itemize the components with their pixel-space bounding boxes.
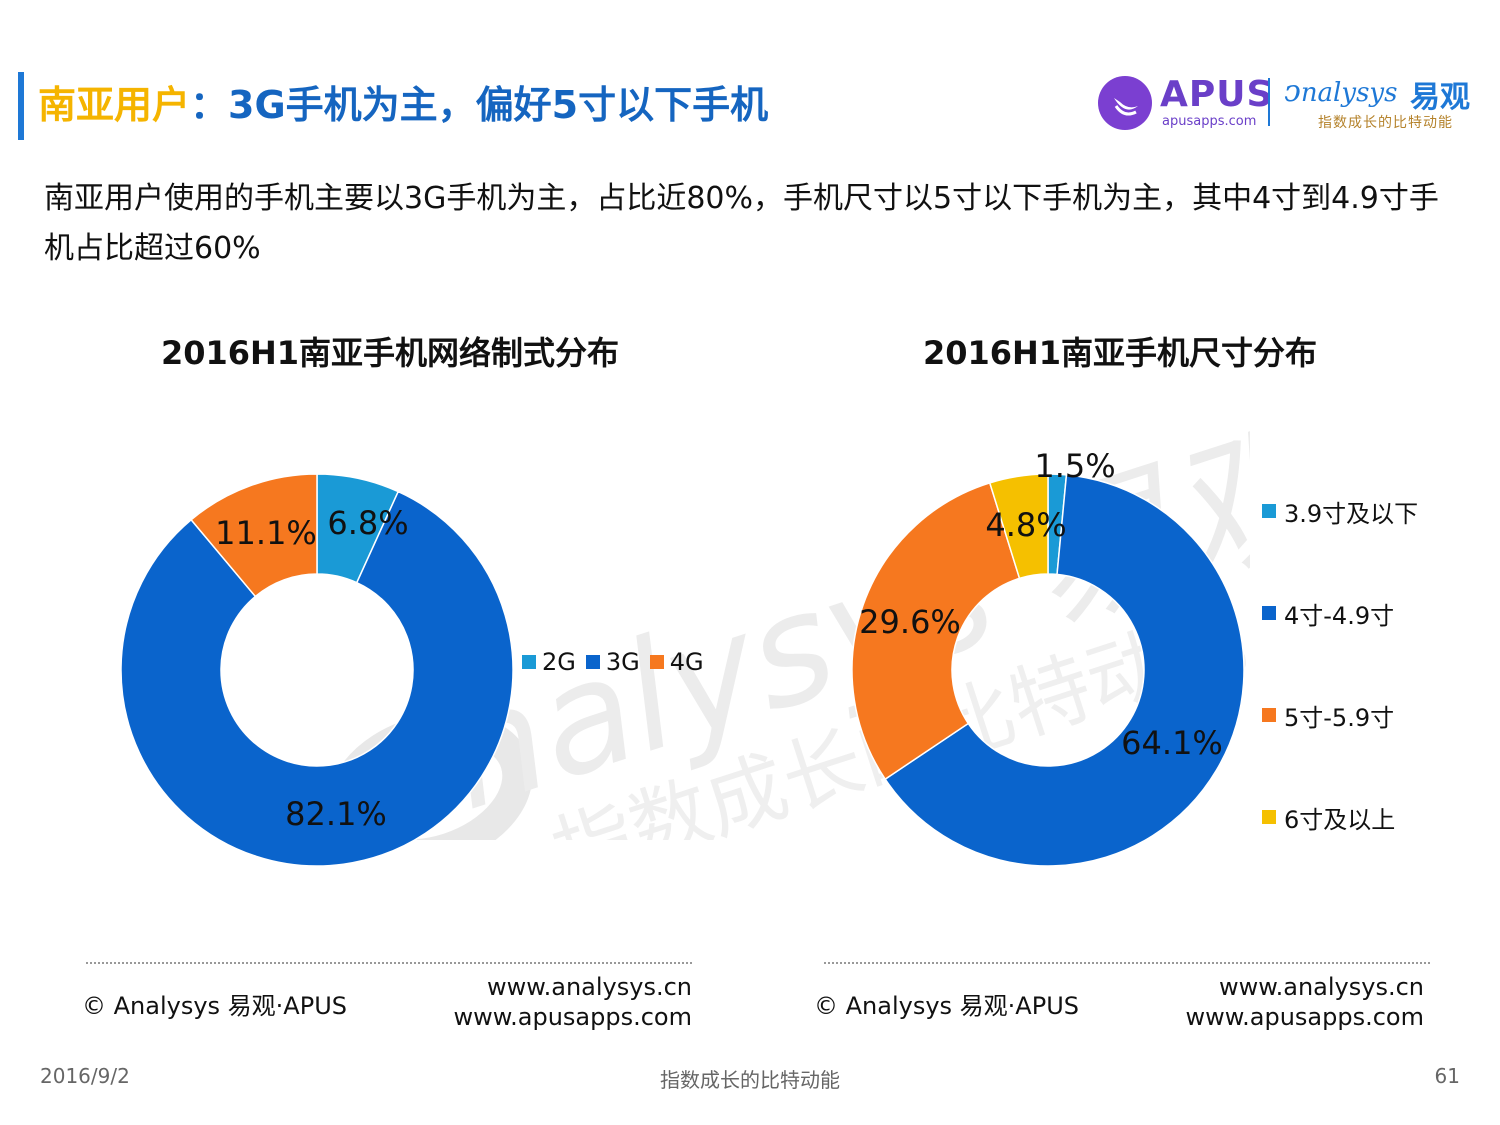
divider-right: [824, 962, 1430, 964]
apus-logo-text: APUS: [1160, 74, 1274, 115]
page-title: 南亚用户：3G手机为主，偏好5寸以下手机: [38, 74, 768, 129]
legend-swatch: [522, 655, 536, 669]
chart-title-network: 2016H1南亚手机网络制式分布: [160, 334, 620, 372]
data-label-0-0: 6.8%: [327, 504, 408, 542]
analysys-logo-text: ↄnalysys: [1284, 74, 1398, 109]
data-label-1-2: 29.6%: [859, 603, 961, 641]
donut-slice-0-1: [120, 490, 514, 867]
logo-divider: [1268, 78, 1270, 126]
legend-swatch: [1262, 504, 1276, 518]
donut-slice-1-2: [851, 481, 1021, 781]
footer-date: 2016/9/2: [40, 1064, 130, 1088]
data-label-0-2: 11.1%: [215, 514, 317, 552]
page-number: 61: [1434, 1064, 1460, 1088]
apus-logo-icon: [1098, 76, 1152, 130]
page-title-rest: ：3G手机为主，偏好5寸以下手机: [190, 83, 769, 127]
donut-slice-1-1: [884, 474, 1245, 867]
legend-swatch: [1262, 810, 1276, 824]
legend-item-4g: 4G: [649, 648, 704, 676]
footer-slogan: 指数成长的比特动能: [660, 1068, 840, 1092]
legend-swatch: [1262, 708, 1276, 722]
legend-size: 3.9寸及以下 4寸-4.9寸 5寸-5.9寸 6寸及以上: [1262, 494, 1418, 902]
summary-text: 南亚用户使用的手机主要以3G手机为主，占比近80%，手机尺寸以5寸以下手机为主，…: [44, 181, 1439, 266]
url-apus-left[interactable]: www.apusapps.com: [453, 1003, 692, 1031]
data-label-1-3: 4.8%: [985, 506, 1066, 544]
source-urls-left: www.analysys.cn www.apusapps.com: [392, 972, 692, 1032]
legend-swatch: [649, 655, 664, 669]
apus-logo-url: apusapps.com: [1162, 114, 1257, 129]
legend-swatch: [1262, 606, 1276, 620]
legend-item-size-4: 4寸-4.9寸: [1262, 596, 1418, 698]
url-analysys-left[interactable]: www.analysys.cn: [486, 973, 692, 1001]
analysys-logo-cn: 易观: [1410, 80, 1470, 115]
copyright-right: © Analysys 易观·APUS: [814, 992, 1079, 1020]
page-title-highlight: 南亚用户: [38, 83, 191, 127]
title-accent-bar: [18, 72, 24, 140]
source-urls-right: www.analysys.cn www.apusapps.com: [1124, 972, 1424, 1032]
analysys-logo-slogan: 指数成长的比特动能: [1318, 115, 1453, 131]
donut-slice-0-2: [190, 473, 318, 598]
legend-item-size-5: 5寸-5.9寸: [1262, 698, 1418, 800]
legend-item-2g: 2G: [522, 648, 576, 676]
legend-item-size-6: 6寸及以上: [1262, 800, 1418, 902]
data-label-0-1: 82.1%: [285, 795, 387, 833]
legend-item-size-small: 3.9寸及以下: [1262, 494, 1418, 596]
legend-swatch: [585, 655, 600, 669]
data-label-1-0: 1.5%: [1034, 447, 1115, 485]
legend-item-3g: 3G: [585, 648, 640, 676]
data-label-1-1: 64.1%: [1121, 724, 1223, 762]
legend-network: 2G 3G 4G: [522, 648, 704, 676]
url-apus-right[interactable]: www.apusapps.com: [1185, 1003, 1424, 1031]
url-analysys-right[interactable]: www.analysys.cn: [1218, 973, 1424, 1001]
donut-slice-1-3: [988, 473, 1049, 580]
chart-title-size: 2016H1南亚手机尺寸分布: [922, 334, 1318, 372]
copyright-left: © Analysys 易观·APUS: [82, 992, 347, 1020]
divider-left: [86, 962, 692, 964]
